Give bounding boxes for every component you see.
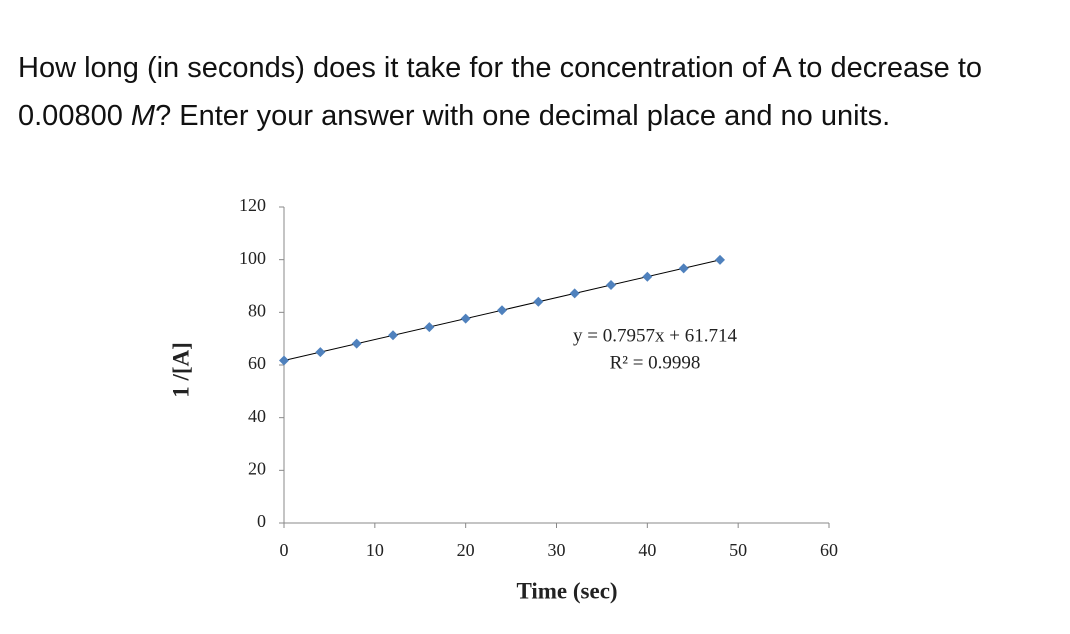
y-tick-label: 20	[248, 458, 266, 478]
data-point	[460, 313, 471, 324]
x-tick-label: 40	[638, 540, 656, 560]
data-point	[497, 305, 507, 316]
data-point	[388, 330, 398, 341]
trendline-equation: y = 0.7957x + 61.714	[573, 325, 737, 346]
question: How long (in seconds) does it take for t…	[18, 44, 1063, 140]
data-point	[606, 279, 616, 290]
y-tick-label: 120	[239, 195, 266, 215]
x-tick-label: 0	[280, 540, 289, 560]
data-point	[279, 355, 289, 366]
question-unit: M	[130, 100, 156, 132]
y-tick-label: 0	[257, 511, 266, 531]
r-squared: R² = 0.9998	[610, 352, 701, 373]
x-tick-label: 30	[548, 540, 566, 560]
x-axis-label: Time (sec)	[516, 578, 617, 603]
x-tick-label: 20	[457, 540, 475, 560]
question-text: ? Enter your answer with one decimal pla…	[155, 100, 891, 132]
x-tick-label: 50	[729, 540, 747, 560]
data-point	[569, 288, 580, 299]
data-point	[351, 338, 362, 349]
data-point	[315, 347, 326, 358]
data-point	[678, 263, 689, 274]
x-tick-label: 10	[366, 540, 384, 560]
data-point	[715, 254, 725, 265]
data-point	[642, 271, 653, 282]
data-point	[424, 322, 435, 333]
y-tick-label: 40	[248, 406, 266, 426]
y-axis-label: 1 /[A]	[168, 342, 193, 398]
question-text: How long (in seconds) does it take for t…	[18, 52, 983, 132]
y-tick-label: 60	[248, 353, 266, 373]
x-tick-label: 60	[820, 540, 838, 560]
y-tick-label: 80	[248, 300, 266, 320]
y-tick-label: 100	[239, 248, 266, 268]
data-point	[533, 296, 544, 307]
